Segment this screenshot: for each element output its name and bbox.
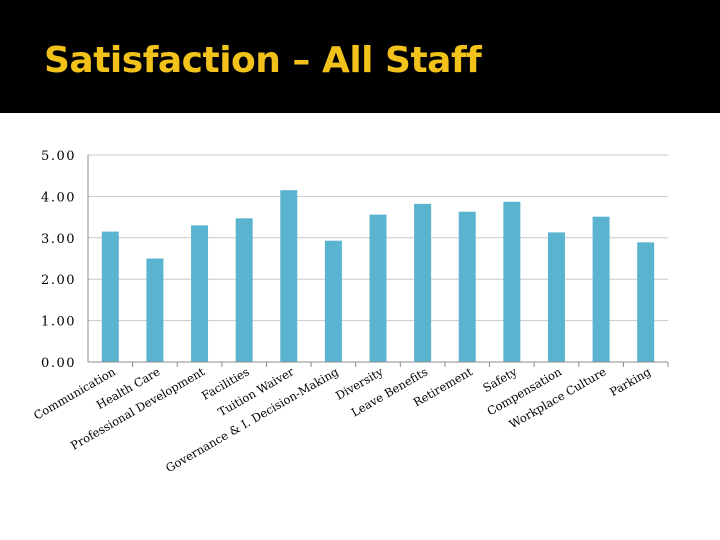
slide-title: Satisfaction – All Staff (44, 40, 482, 81)
bar (191, 225, 209, 362)
y-tick-label: 5.00 (41, 149, 76, 164)
x-tick-label: Parking (607, 364, 654, 399)
bars (101, 190, 655, 362)
bar (592, 216, 610, 362)
bar (458, 211, 476, 362)
title-bar: Satisfaction – All Staff (0, 0, 720, 113)
y-tick-label: 1.00 (41, 315, 76, 330)
bar-chart: 0.001.002.003.004.005.00CommunicationHea… (31, 149, 669, 475)
bar (547, 232, 565, 362)
bar (101, 231, 119, 362)
y-tick-label: 2.00 (41, 273, 76, 288)
bar (637, 242, 655, 362)
bar (235, 218, 253, 362)
y-tick-label: 4.00 (41, 190, 76, 205)
bar (324, 240, 342, 362)
y-tick-label: 3.00 (41, 232, 76, 247)
axes (87, 155, 669, 367)
bar (503, 201, 521, 362)
y-tick-label: 0.00 (41, 356, 76, 371)
bar (414, 203, 432, 362)
bar (369, 214, 387, 362)
bar (146, 258, 164, 362)
x-tick-label: Leave Benefits (349, 364, 430, 419)
bar (280, 190, 298, 362)
